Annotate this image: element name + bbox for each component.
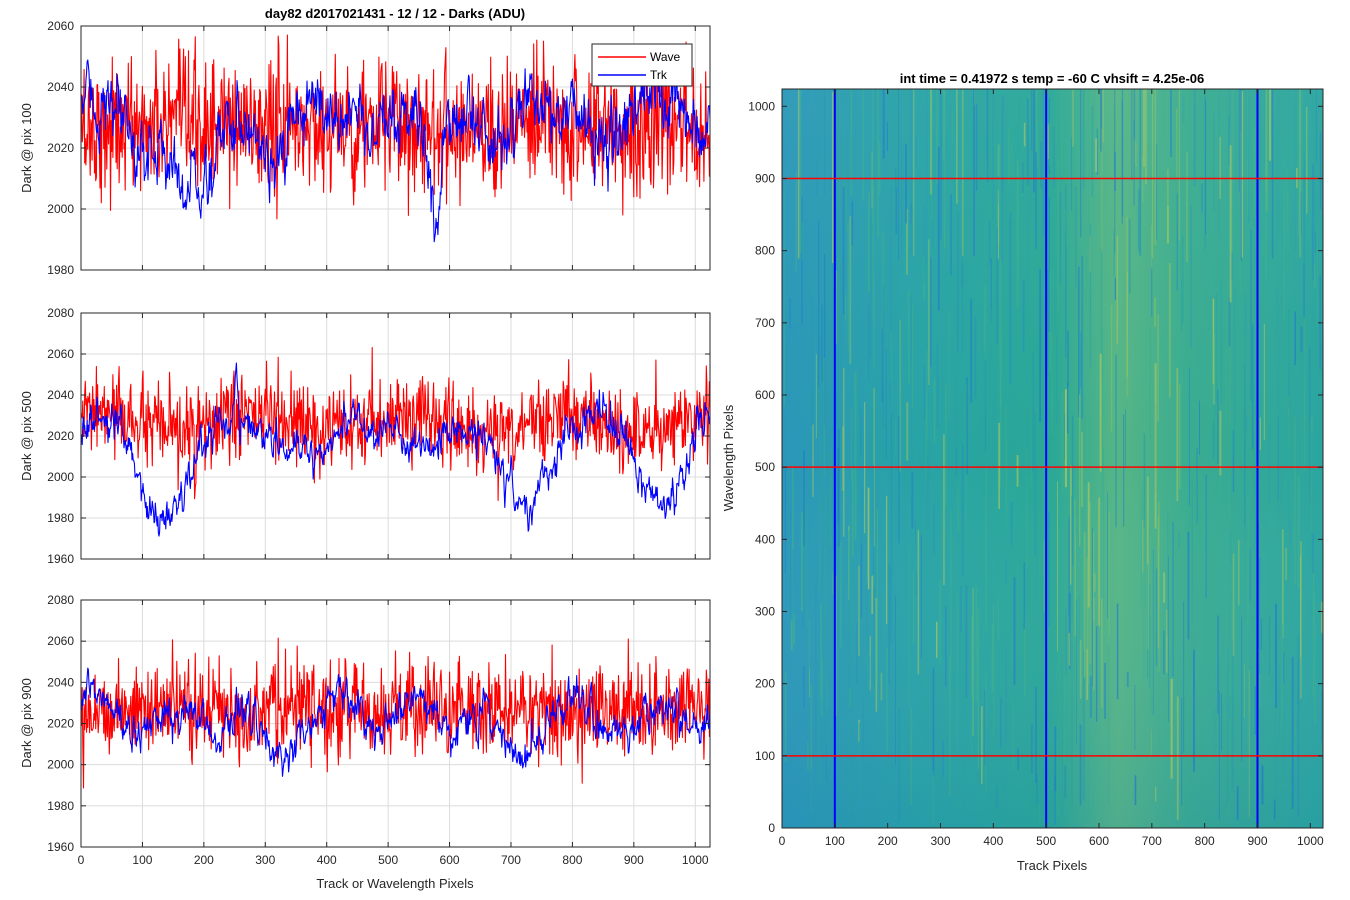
x-tick-label: 800	[1195, 834, 1215, 848]
tick-marks	[80, 25, 710, 271]
y-tick-label: 2040	[47, 388, 74, 402]
tick-labels: 0 100 200 300 400 500 600 700 800 900 1000 1960 1980…	[47, 593, 709, 867]
series-wave-line	[81, 34, 710, 220]
x-tick-label: 400	[317, 853, 337, 867]
y-tick-label: 2020	[47, 141, 74, 155]
series-layer	[81, 347, 710, 537]
x-tick-label: 100	[132, 853, 152, 867]
y-tick-label: 2000	[47, 202, 74, 216]
tick-labels: 0 100 200 300 400 500 600 700 800 900 1000 0 100 200 3…	[748, 99, 1324, 848]
tick-labels: 1980 2000 2020 2040 2060	[47, 19, 74, 277]
y-axis-label: Wavelength Pixels	[721, 404, 736, 511]
x-tick-label: 400	[983, 834, 1003, 848]
tick-marks	[781, 89, 1323, 829]
y-tick-label: 300	[755, 604, 775, 618]
series-layer	[81, 34, 710, 243]
y-tick-label: 1980	[47, 511, 74, 525]
dark-pix-100-chart: 1980 2000 2020 2040 2060 Dark @ pix 100 Wave…	[19, 19, 711, 277]
y-tick-label: 2020	[47, 717, 74, 731]
x-tick-label: 0	[78, 853, 85, 867]
x-tick-label: 300	[930, 834, 950, 848]
legend-label-trk: Trk	[650, 68, 668, 82]
y-axis-label: Dark @ pix 500	[19, 391, 34, 481]
tick-labels: 1960 1980 2000 2020 2040 2060 2080	[47, 306, 74, 566]
y-tick-label: 200	[755, 677, 775, 691]
x-tick-label: 200	[194, 853, 214, 867]
x-tick-label: 0	[779, 834, 786, 848]
x-axis-label: Track Pixels	[1017, 858, 1088, 873]
y-tick-label: 1980	[47, 799, 74, 813]
y-tick-label: 900	[755, 171, 775, 185]
y-tick-label: 400	[755, 532, 775, 546]
y-tick-label: 1980	[47, 263, 74, 277]
x-axis-label: Track or Wavelength Pixels	[316, 876, 474, 891]
y-tick-label: 1000	[748, 99, 775, 113]
y-tick-label: 600	[755, 388, 775, 402]
legend-box	[591, 43, 693, 87]
x-tick-label: 1000	[682, 853, 709, 867]
series-wave-line	[81, 347, 710, 502]
x-tick-label: 200	[878, 834, 898, 848]
x-tick-label: 700	[1142, 834, 1162, 848]
x-tick-label: 800	[562, 853, 582, 867]
tick-marks	[80, 599, 710, 848]
series-trk-line	[81, 362, 710, 537]
x-tick-label: 900	[1247, 834, 1267, 848]
x-tick-label: 600	[440, 853, 460, 867]
y-tick-label: 2040	[47, 675, 74, 689]
y-tick-label: 2080	[47, 306, 74, 320]
legend[interactable]: Wave Trk	[591, 43, 693, 87]
cut-lines	[782, 89, 1323, 828]
y-tick-label: 1960	[47, 840, 74, 854]
dark-pix-900-chart: 0 100 200 300 400 500 600 700 800 900 1000 1960 1980…	[19, 593, 711, 891]
x-tick-label: 500	[1036, 834, 1056, 848]
y-tick-label: 2060	[47, 19, 74, 33]
y-tick-label: 2060	[47, 634, 74, 648]
x-tick-label: 600	[1089, 834, 1109, 848]
x-tick-label: 1000	[1297, 834, 1324, 848]
y-tick-label: 700	[755, 316, 775, 330]
series-layer	[81, 637, 710, 789]
x-tick-label: 300	[255, 853, 275, 867]
y-tick-label: 2040	[47, 80, 74, 94]
x-tick-label: 500	[378, 853, 398, 867]
tick-marks	[80, 312, 710, 560]
dark-pix-500-chart: 1960 1980 2000 2020 2040 2060 2080 Dark @ pix …	[19, 306, 711, 566]
legend-label-wave: Wave	[650, 50, 681, 64]
y-tick-label: 1960	[47, 552, 74, 566]
series-trk-line	[81, 59, 710, 243]
x-tick-label: 700	[501, 853, 521, 867]
y-tick-label: 2000	[47, 758, 74, 772]
y-tick-label: 2080	[47, 593, 74, 607]
y-tick-label: 100	[755, 749, 775, 763]
y-tick-label: 2000	[47, 470, 74, 484]
heatmap-title: int time = 0.41972 s temp = -60 C vhsift…	[900, 71, 1205, 86]
series-trk-line	[81, 667, 710, 777]
y-tick-label: 500	[755, 460, 775, 474]
y-tick-label: 800	[755, 244, 775, 258]
axes-box	[781, 88, 1324, 829]
figure-title: day82 d2017021431 - 12 / 12 - Darks (ADU…	[265, 6, 525, 21]
heatmap-shading	[782, 89, 1323, 828]
y-tick-label: 2020	[47, 429, 74, 443]
dark-frame-heatmap: int time = 0.41972 s temp = -60 C vhsift…	[721, 71, 1324, 873]
y-axis-label: Dark @ pix 100	[19, 103, 34, 193]
x-tick-label: 900	[624, 853, 644, 867]
y-tick-label: 2060	[47, 347, 74, 361]
y-axis-label: Dark @ pix 900	[19, 678, 34, 768]
x-tick-label: 100	[825, 834, 845, 848]
y-tick-label: 0	[768, 821, 775, 835]
